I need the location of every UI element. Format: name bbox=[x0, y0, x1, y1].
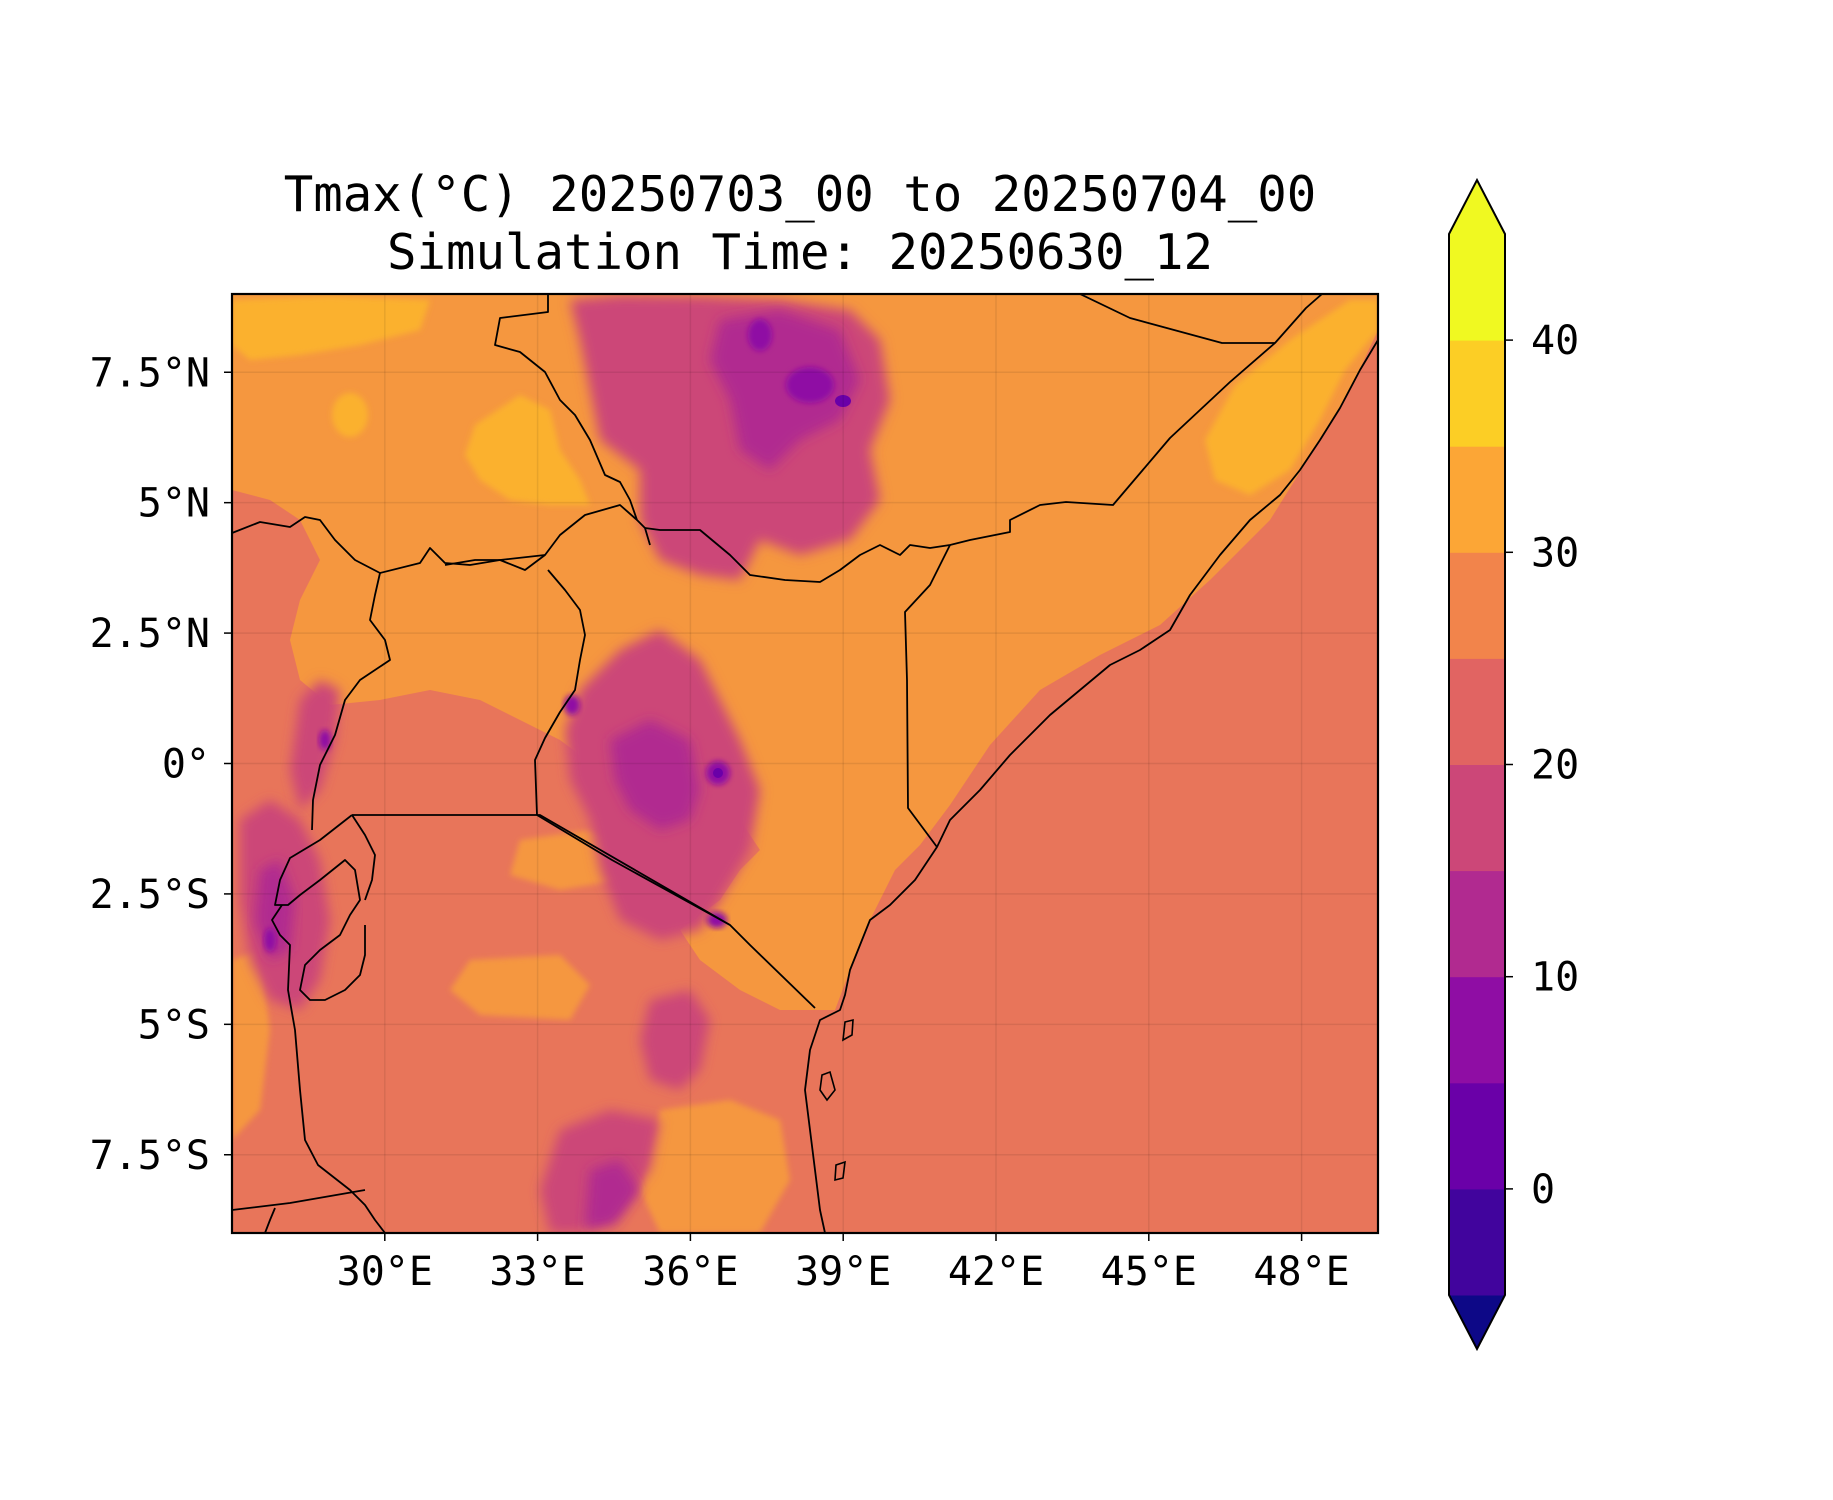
tanzania-core-15-20 bbox=[585, 1160, 640, 1230]
y-tick-label: 2.5°S bbox=[90, 872, 210, 918]
hot-zone-north-edge bbox=[232, 296, 430, 360]
colorbar-tick-label: 10 bbox=[1531, 955, 1579, 1001]
colorbar-segment bbox=[1449, 552, 1505, 659]
colorbar-segment bbox=[1449, 446, 1505, 553]
x-tick-label: 30°E bbox=[337, 1249, 433, 1295]
hot-zone-south-sudan bbox=[465, 395, 590, 505]
mt-kenya-core bbox=[713, 768, 723, 778]
y-tick-label: 7.5°S bbox=[90, 1133, 210, 1179]
kivu-peak bbox=[264, 928, 276, 952]
ethiopia-peak-5-10 bbox=[835, 395, 851, 407]
colorbar-tick-label: 0 bbox=[1531, 1167, 1555, 1213]
colorbar-ticks: 0 10 20 30 40 bbox=[1505, 318, 1579, 1213]
x-tick-label: 33°E bbox=[489, 1249, 585, 1295]
y-tick-label: 0° bbox=[162, 742, 210, 788]
ethiopia-core-15-20 bbox=[710, 310, 860, 470]
country-borders bbox=[232, 294, 1378, 1233]
tanzania-patch-2 bbox=[450, 955, 590, 1020]
hot-zone-spot bbox=[332, 393, 368, 437]
colorbar-extend-min bbox=[1449, 1295, 1505, 1349]
grid-lines bbox=[232, 294, 1378, 1233]
chart-subtitle: Simulation Time: 20250630_12 bbox=[386, 224, 1213, 281]
albertine-rift-20-25 bbox=[290, 680, 340, 810]
ethiopia-peak-2 bbox=[748, 319, 772, 351]
tanzania-band-20-25 bbox=[640, 990, 710, 1090]
y-tick-label: 2.5°N bbox=[90, 611, 210, 657]
hot-zone-somalia bbox=[1205, 300, 1378, 495]
x-tick-label: 45°E bbox=[1101, 1249, 1197, 1295]
colorbar-segment bbox=[1449, 658, 1505, 765]
y-axis-ticks: 7.5°N 5°N 2.5°N 0° 2.5°S 5°S 7.5°S bbox=[90, 350, 232, 1179]
y-tick-label: 5°N bbox=[138, 481, 210, 527]
colorbar bbox=[1448, 177, 1506, 1352]
kenya-core-15-20 bbox=[610, 720, 700, 830]
ruwenzori-peak bbox=[319, 730, 331, 750]
tanzania-patch-3 bbox=[640, 1100, 790, 1233]
colorbar-outline bbox=[1448, 177, 1506, 1352]
x-axis-ticks: 30°E 33°E 36°E 39°E 42°E 45°E 48°E bbox=[337, 1233, 1350, 1295]
colorbar-segment bbox=[1449, 870, 1505, 978]
mafia-island bbox=[834, 1160, 846, 1182]
x-tick-label: 36°E bbox=[642, 1249, 738, 1295]
x-tick-label: 42°E bbox=[948, 1249, 1044, 1295]
tanzania-patch-4 bbox=[232, 950, 270, 1140]
colorbar-tick-label: 30 bbox=[1531, 530, 1579, 576]
map-area bbox=[232, 294, 1378, 1233]
colorbar-tick-label: 20 bbox=[1531, 743, 1579, 789]
x-tick-label: 39°E bbox=[795, 1249, 891, 1295]
colorbar-segment bbox=[1449, 234, 1505, 341]
x-tick-label: 48°E bbox=[1253, 1249, 1349, 1295]
y-tick-label: 7.5°N bbox=[90, 350, 210, 396]
colorbar-segment bbox=[1449, 1082, 1505, 1190]
colorbar-extend-max bbox=[1449, 180, 1505, 234]
colorbar-segment bbox=[1449, 764, 1505, 872]
ethiopia-peak-10-15 bbox=[786, 367, 834, 403]
pemba-island bbox=[842, 1018, 854, 1042]
colorbar-segment bbox=[1449, 1188, 1505, 1296]
colorbar-tick-label: 40 bbox=[1531, 318, 1579, 364]
chart-title: Tmax(°C) 20250703_00 to 20250704_00 bbox=[283, 166, 1317, 223]
colorbar-segment bbox=[1449, 976, 1505, 1084]
zanzibar-island bbox=[819, 1070, 836, 1102]
y-tick-label: 5°S bbox=[138, 1002, 210, 1048]
colorbar-segment bbox=[1449, 340, 1505, 447]
elgon-peak bbox=[564, 695, 580, 715]
islands bbox=[819, 1018, 854, 1182]
